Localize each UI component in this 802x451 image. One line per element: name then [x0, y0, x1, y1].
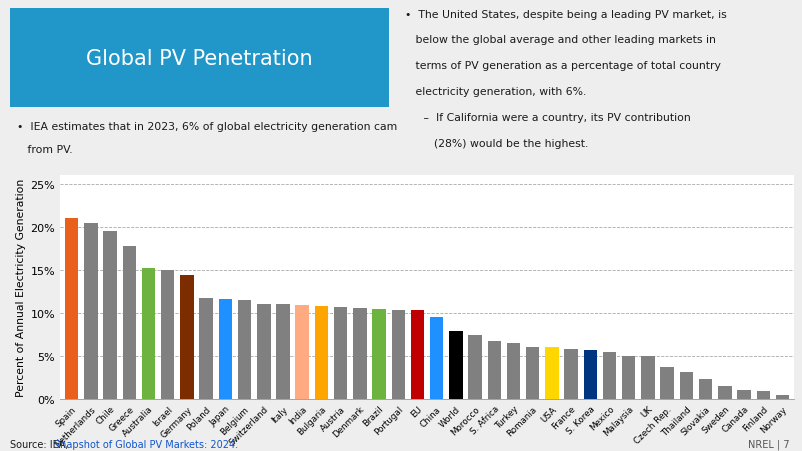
Bar: [142, 269, 156, 399]
Bar: [219, 299, 232, 399]
Bar: [756, 391, 770, 399]
Bar: [103, 232, 117, 399]
Bar: [468, 336, 482, 399]
Bar: [411, 311, 424, 399]
Bar: [545, 348, 559, 399]
Bar: [622, 356, 635, 399]
Y-axis label: Percent of Annual Electricity Generation: Percent of Annual Electricity Generation: [16, 179, 26, 396]
Bar: [699, 379, 712, 399]
Bar: [507, 343, 520, 399]
Bar: [776, 395, 789, 399]
Bar: [84, 224, 98, 399]
Bar: [679, 373, 693, 399]
Bar: [238, 300, 251, 399]
Bar: [430, 318, 444, 399]
Text: terms of PV generation as a percentage of total country: terms of PV generation as a percentage o…: [405, 61, 721, 71]
Text: •  IEA estimates that in 2023, 6% of global electricity generation came: • IEA estimates that in 2023, 6% of glob…: [17, 122, 404, 132]
Text: –  If California were a country, its PV contribution: – If California were a country, its PV c…: [413, 113, 691, 123]
Bar: [488, 341, 501, 399]
Bar: [584, 350, 597, 399]
Bar: [123, 246, 136, 399]
Bar: [449, 331, 463, 399]
Bar: [257, 304, 270, 399]
Bar: [718, 386, 731, 399]
Bar: [565, 350, 578, 399]
Bar: [276, 305, 290, 399]
Bar: [603, 352, 616, 399]
Text: Global PV Penetration: Global PV Penetration: [86, 49, 313, 69]
Text: Snapshot of Global PV Markets: 2024.: Snapshot of Global PV Markets: 2024.: [54, 439, 238, 449]
Bar: [391, 310, 405, 399]
Bar: [526, 347, 540, 399]
Bar: [642, 356, 654, 399]
Bar: [372, 309, 386, 399]
Text: •  The United States, despite being a leading PV market, is: • The United States, despite being a lea…: [405, 9, 727, 19]
Bar: [737, 390, 751, 399]
Bar: [353, 308, 367, 399]
Bar: [65, 219, 79, 399]
Text: NREL | 7: NREL | 7: [748, 438, 790, 449]
Text: below the global average and other leading markets in: below the global average and other leadi…: [405, 35, 716, 46]
Bar: [180, 276, 193, 399]
Bar: [295, 305, 309, 399]
Bar: [200, 299, 213, 399]
Text: electricity generation, with 6%.: electricity generation, with 6%.: [405, 87, 586, 97]
Bar: [161, 270, 175, 399]
Bar: [334, 307, 347, 399]
Text: from PV.: from PV.: [17, 145, 73, 155]
Bar: [661, 368, 674, 399]
Text: Source: IEA,: Source: IEA,: [10, 439, 71, 449]
Bar: [314, 306, 328, 399]
Text: (28%) would be the highest.: (28%) would be the highest.: [413, 139, 589, 149]
